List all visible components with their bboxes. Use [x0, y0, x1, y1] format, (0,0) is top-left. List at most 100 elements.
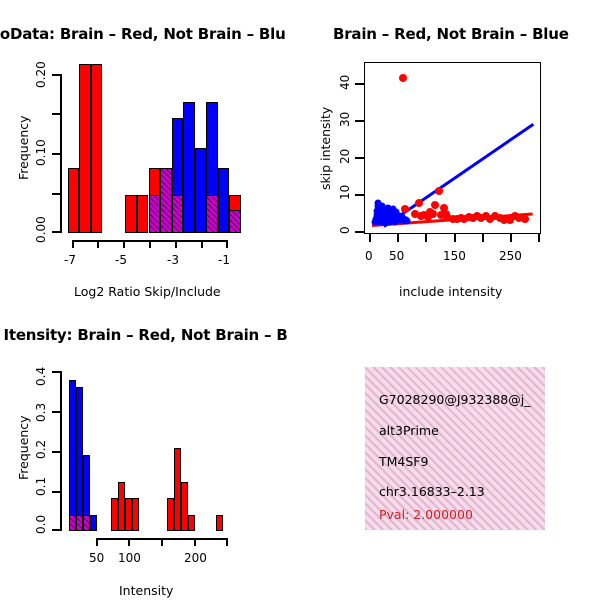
- intensity-xtick-mark-200: [194, 538, 196, 546]
- scatter-point: [425, 208, 434, 217]
- scatter-point: [506, 215, 515, 224]
- ratio-ytick-mark-1: [52, 193, 61, 195]
- scatter-title: Brain – Red, Not Brain – Blue: [333, 25, 569, 43]
- scatter-xlabel: include intensity: [399, 284, 503, 299]
- ratio-xtick-mark-4: [175, 240, 177, 248]
- intensity-xtick-200: 200: [184, 551, 207, 565]
- scatter-xtick-mark-100: [425, 234, 427, 242]
- ratio-ytick-mark-0: [52, 231, 61, 233]
- histogram-bar: [79, 63, 91, 233]
- intensity-ytick-mark-3: [52, 411, 61, 413]
- scatter-ytick-mark-40: [355, 83, 364, 85]
- ratio-histogram-title: atioData: Brain – Red, Not Brain – Blu: [0, 25, 286, 43]
- histogram-bar: [183, 102, 195, 233]
- histogram-bar: [229, 209, 241, 233]
- histogram-bar: [160, 167, 172, 233]
- intensity-ytick-0.4: 0.4: [34, 366, 48, 386]
- scatter-xtick-250: 250: [499, 249, 522, 263]
- scatter-ytick-mark-0: [355, 231, 364, 233]
- ratio-histogram-ylabel: Frequency: [16, 115, 31, 180]
- scatter-ytick-mark-20: [355, 157, 364, 159]
- scatter-ytick-0: 0: [338, 226, 352, 234]
- scatter-ytick-40: 40: [338, 74, 352, 90]
- annotation-panel: G7028290@J932388@j_ alt3Prime TM4SF9 chr…: [365, 367, 545, 530]
- histogram-bar: [132, 498, 139, 531]
- histogram-bar: [216, 515, 223, 531]
- scatter-point: [401, 205, 410, 214]
- scatter-point: [391, 218, 399, 226]
- ratio-xtick--7: -7: [64, 253, 76, 267]
- scatter-ytick-mark-10: [355, 194, 364, 196]
- intensity-xtick-mark-250: [226, 538, 228, 546]
- scatter-ylabel: skip intensity: [318, 106, 333, 190]
- histogram-bar: [111, 498, 118, 531]
- ratio-xtick-mark-0: [72, 240, 74, 248]
- ratio-ytick-mark-3: [52, 113, 61, 115]
- annotation-locus: chr3.16833–2.13: [379, 484, 485, 499]
- histogram-bar: [83, 515, 90, 531]
- intensity-ytick-0.0: 0.0: [34, 514, 48, 534]
- ratio-xtick-mark-1: [97, 240, 99, 248]
- intensity-ytick-mark-2: [52, 451, 61, 453]
- intensity-histogram-title: ne Itensity: Brain – Red, Not Brain – B: [0, 326, 288, 344]
- scatter-point: [410, 209, 419, 218]
- histogram-bar: [90, 515, 97, 531]
- ratio-xtick-mark-6: [226, 240, 228, 248]
- histogram-bar: [76, 387, 83, 531]
- scatter-xtick-0: 0: [365, 249, 373, 263]
- scatter-point: [415, 198, 424, 207]
- scatter-point: [435, 187, 444, 196]
- intensity-ytick-0.1: 0.1: [34, 476, 48, 496]
- scatter-point: [423, 212, 432, 221]
- scatter-point: [515, 213, 524, 222]
- scatter-ytick-10: 10: [338, 184, 352, 200]
- ratio-xtick--1: -1: [218, 253, 230, 267]
- intensity-xtick-100: 100: [118, 551, 141, 565]
- intensity-ytick-0.3: 0.3: [34, 402, 48, 422]
- ratio-ytick-mark-2: [52, 153, 61, 155]
- intensity-histogram-ylabel: Frequency: [16, 415, 31, 480]
- scatter-point: [392, 208, 400, 216]
- histogram-bar: [118, 482, 125, 531]
- intensity-yaxis-line: [60, 371, 62, 531]
- scatter-point: [490, 212, 499, 221]
- intensity-ytick-mark-4: [52, 371, 61, 373]
- scatter-point: [510, 211, 519, 220]
- scatter-point: [398, 74, 407, 83]
- scatter-point: [500, 215, 509, 224]
- histogram-bar: [148, 194, 161, 233]
- scatter-point: [477, 213, 486, 222]
- scatter-xtick-50: 50: [389, 249, 405, 263]
- scatter-xtick-mark-300: [538, 234, 540, 242]
- scatter-point: [374, 199, 382, 207]
- histogram-bar: [69, 515, 76, 531]
- scatter-point: [452, 215, 461, 224]
- scatter-ytick-30: 30: [338, 111, 352, 127]
- histogram-bar: [171, 194, 184, 233]
- histogram-bar: [174, 447, 181, 531]
- histogram-bar: [188, 515, 195, 531]
- ratio-xtick-mark-5: [201, 240, 203, 248]
- intensity-histogram-bars: [62, 368, 237, 531]
- scatter-plot-area: [364, 62, 541, 234]
- scatter-point: [431, 200, 440, 209]
- scatter-xtick-mark-0: [369, 234, 371, 242]
- scatter-point: [486, 214, 495, 223]
- histogram-bar: [125, 194, 137, 233]
- ratio-xtick-mark-3: [149, 240, 151, 248]
- scatter-xtick-mark-50: [397, 234, 399, 242]
- ratio-ytick-0.20: 0.20: [34, 61, 48, 88]
- histogram-bar: [206, 194, 218, 233]
- histogram-bar: [125, 498, 132, 531]
- ratio-xtick-mark-2: [123, 240, 125, 248]
- scatter-point: [481, 212, 490, 221]
- scatter-point: [403, 217, 411, 225]
- histogram-bar: [90, 63, 103, 233]
- scatter-ytick-20: 20: [338, 148, 352, 164]
- scatter-xtick-mark-250: [510, 234, 512, 242]
- annotation-pvalue: Pval: 2.000000: [379, 507, 473, 522]
- histogram-bar: [217, 167, 230, 233]
- annotation-probe-id: G7028290@J932388@j_: [379, 392, 531, 407]
- annotation-event-type: alt3Prime: [379, 423, 439, 438]
- intensity-histogram-xlabel: Intensity: [119, 583, 174, 598]
